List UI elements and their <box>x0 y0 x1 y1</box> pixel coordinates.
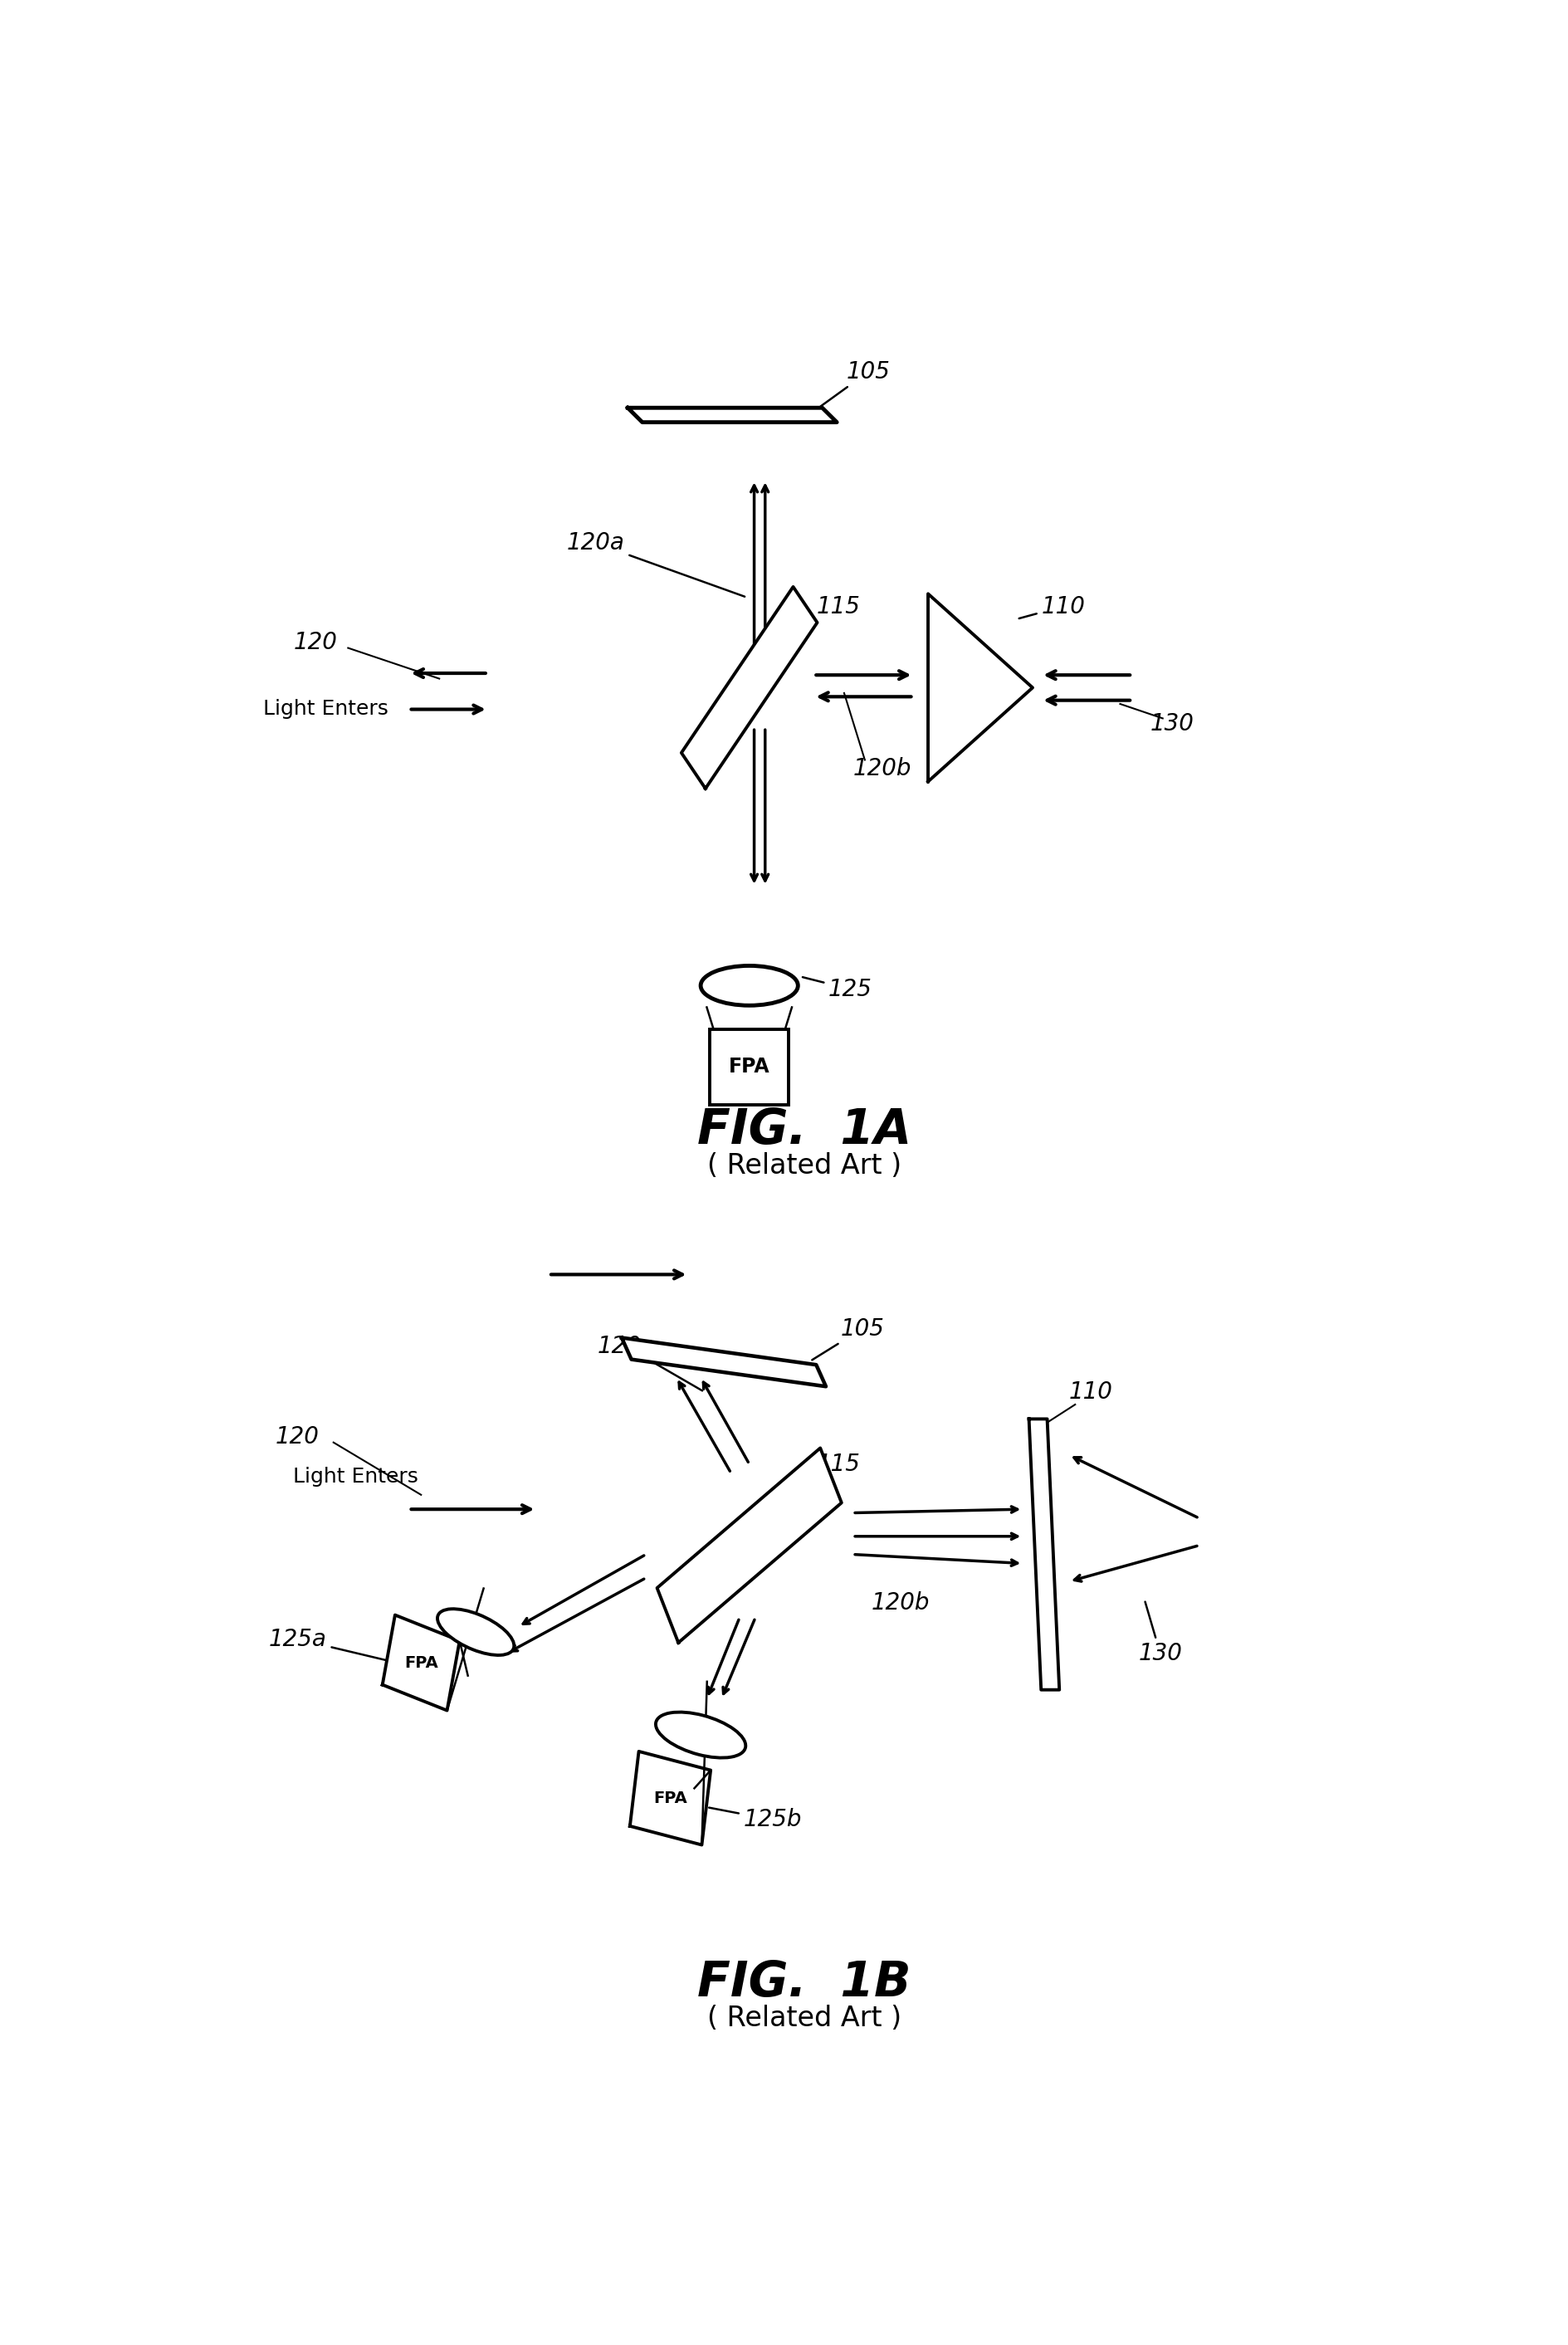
Text: FPA: FPA <box>728 1058 770 1076</box>
Text: 120a: 120a <box>566 532 745 596</box>
Text: FPA: FPA <box>652 1789 687 1806</box>
Text: ( Related Art ): ( Related Art ) <box>707 1151 900 1180</box>
Polygon shape <box>630 1752 710 1846</box>
Polygon shape <box>383 1616 459 1710</box>
Text: ( Related Art ): ( Related Art ) <box>707 2005 900 2033</box>
Text: 120b: 120b <box>853 757 911 781</box>
Text: FIG.  1A: FIG. 1A <box>696 1107 911 1154</box>
Polygon shape <box>681 586 817 788</box>
Text: 115: 115 <box>790 1452 859 1498</box>
Text: 110: 110 <box>1068 1381 1112 1405</box>
Text: 115: 115 <box>779 596 859 640</box>
Text: 105: 105 <box>812 1318 884 1360</box>
Text: 130: 130 <box>1149 713 1193 736</box>
Polygon shape <box>928 593 1032 781</box>
Text: FPA: FPA <box>405 1656 437 1670</box>
Polygon shape <box>657 1447 840 1644</box>
Text: 120: 120 <box>293 631 337 654</box>
Text: FIG.  1B: FIG. 1B <box>696 1958 911 2005</box>
Text: 130: 130 <box>1138 1602 1182 1665</box>
Polygon shape <box>621 1337 825 1386</box>
Ellipse shape <box>437 1609 514 1656</box>
Text: Light Enters: Light Enters <box>293 1466 419 1487</box>
Text: 120b: 120b <box>870 1592 928 1616</box>
Text: 105: 105 <box>820 361 891 406</box>
Polygon shape <box>1029 1419 1058 1691</box>
Text: 125: 125 <box>803 978 872 1001</box>
Bar <box>709 1029 789 1104</box>
Text: 125a: 125a <box>270 1627 394 1663</box>
Text: 120: 120 <box>274 1426 318 1449</box>
Polygon shape <box>627 408 836 422</box>
Text: Light Enters: Light Enters <box>263 699 387 720</box>
Ellipse shape <box>701 966 798 1006</box>
Ellipse shape <box>655 1712 745 1759</box>
Text: 125b: 125b <box>709 1808 801 1831</box>
Text: 110: 110 <box>1019 596 1085 619</box>
Text: 120a: 120a <box>597 1334 702 1391</box>
